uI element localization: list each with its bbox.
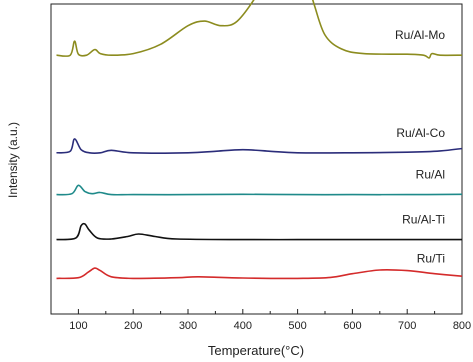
series-line-ru-al — [56, 184, 463, 196]
x-axis-label: Temperature(°C) — [208, 343, 304, 358]
x-tick-label: 300 — [179, 320, 197, 332]
x-tick-label: 200 — [124, 320, 142, 332]
series-label: Ru/Al-Co — [396, 126, 445, 140]
series-line-ru-ti — [56, 267, 463, 280]
plot-frame — [50, 3, 463, 315]
x-tick-label: 500 — [288, 320, 306, 332]
x-axis-ticks: 100 200 300 400 500 600 700 800 — [50, 309, 471, 332]
series-label: Ru/Al — [416, 168, 445, 182]
series-line-ru-al-ti — [56, 222, 462, 241]
x-tick-label: 100 — [69, 320, 87, 332]
series-labels: Ru/Al-Mo Ru/Al-Co Ru/Al Ru/Al-Ti Ru/Ti — [395, 28, 445, 265]
series-line-ru-al-mo — [56, 0, 463, 59]
x-tick-label: 800 — [453, 320, 471, 332]
series-label: Ru/Al-Mo — [395, 28, 445, 42]
series-label: Ru/Al-Ti — [402, 213, 445, 227]
x-tick-label: 600 — [343, 320, 361, 332]
series-line-ru-al-co — [56, 138, 463, 154]
x-tick-label: 700 — [398, 320, 416, 332]
series-lines — [56, 0, 463, 280]
x-tick-label: 400 — [234, 320, 252, 332]
y-axis-label: Intensity (a.u.) — [6, 122, 20, 198]
series-label: Ru/Ti — [417, 251, 445, 265]
